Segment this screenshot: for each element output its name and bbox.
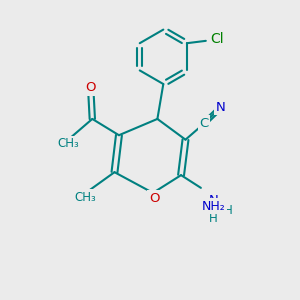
Text: N: N [216, 100, 226, 114]
Text: O: O [149, 192, 160, 205]
Text: C: C [199, 117, 208, 130]
Text: CH₃: CH₃ [57, 137, 79, 150]
Text: NH₂: NH₂ [202, 200, 226, 213]
Text: H: H [224, 204, 233, 217]
Text: Cl: Cl [210, 32, 224, 46]
Text: N: N [209, 194, 218, 207]
Text: CH₃: CH₃ [74, 191, 96, 204]
Text: H: H [209, 212, 218, 224]
Text: O: O [85, 81, 96, 94]
